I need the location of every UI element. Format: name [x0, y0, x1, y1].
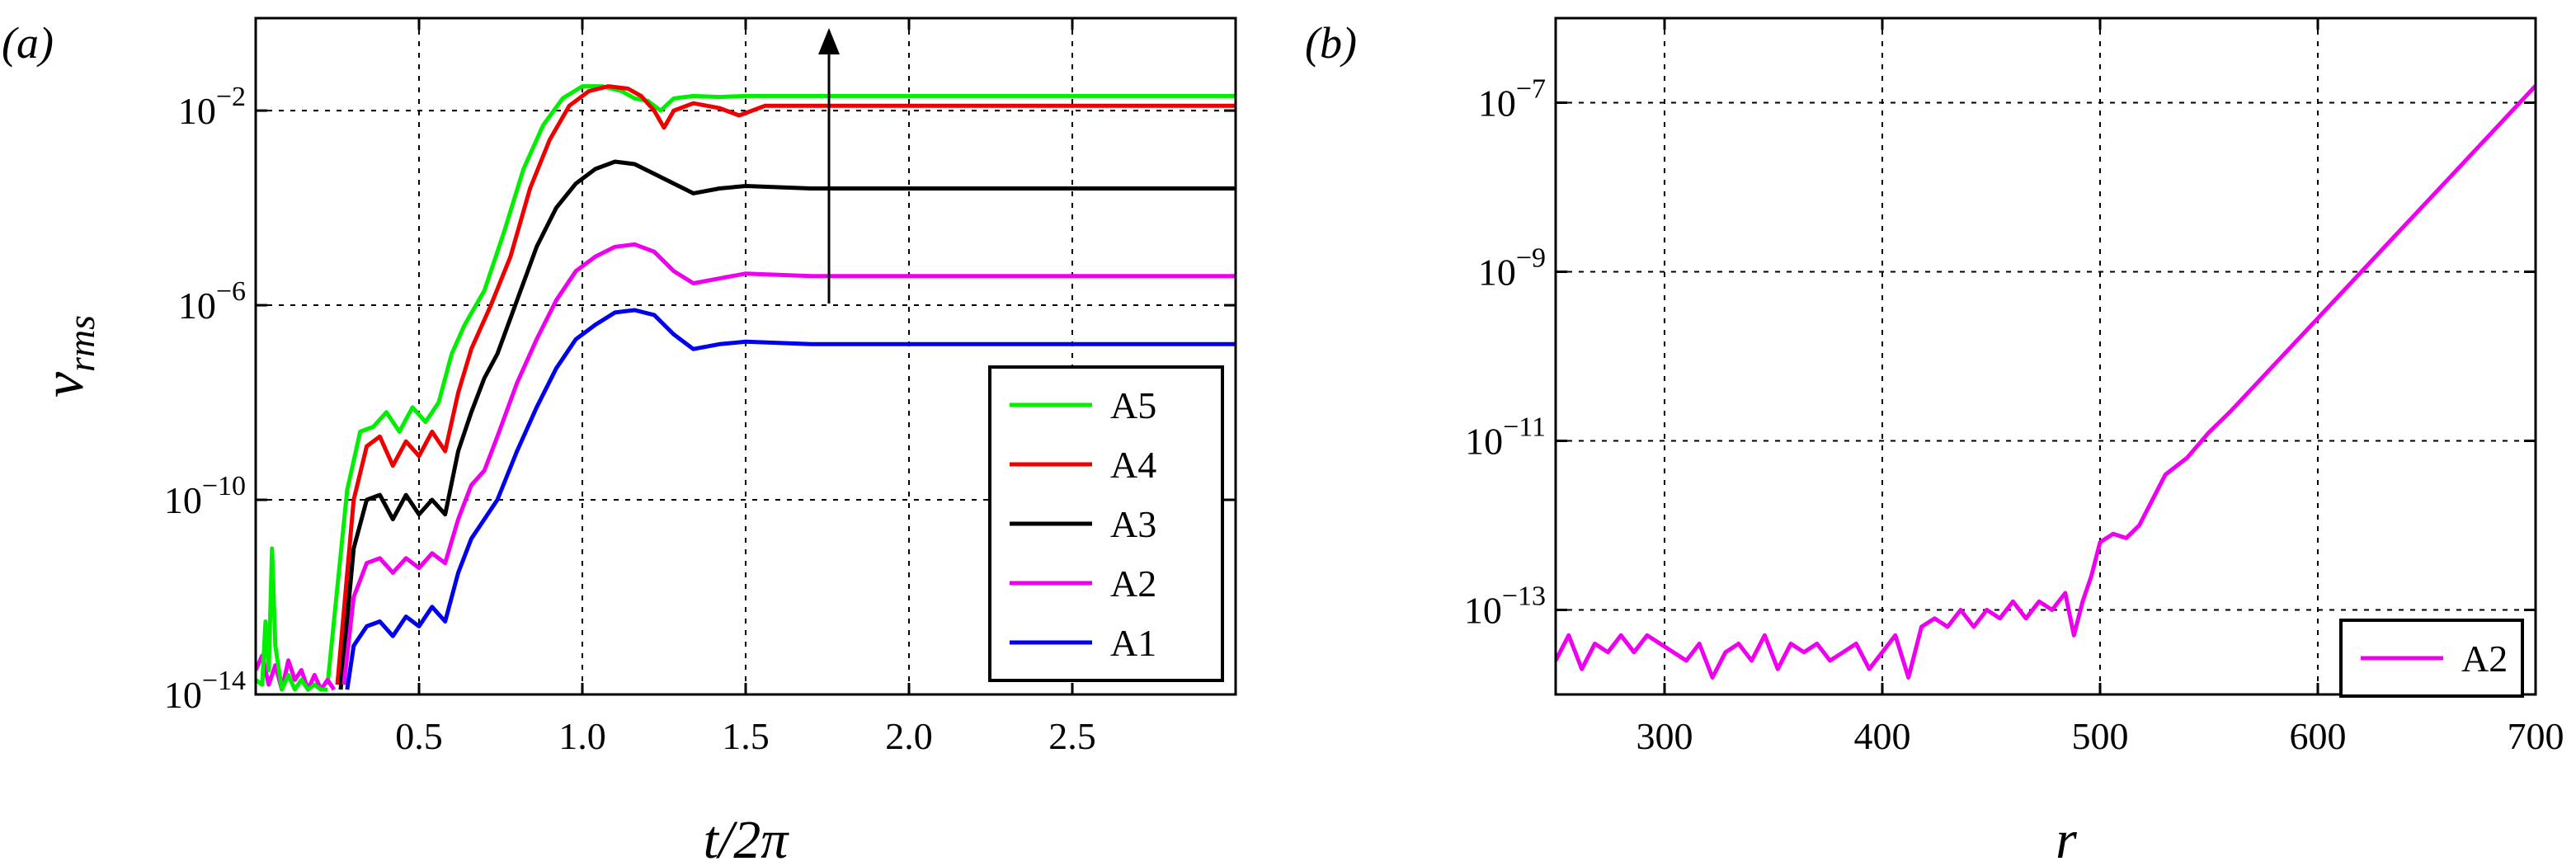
- b-legend-label-a2: A2: [2461, 638, 2508, 680]
- panel-b-legend: A2: [2339, 619, 2524, 698]
- a-xtick-label: 0.5: [395, 715, 443, 757]
- a-xtick-label: 1.5: [722, 715, 770, 757]
- a-legend-label-a5: A5: [1110, 384, 1156, 426]
- panel-b-frame: [1554, 16, 2537, 696]
- a-series-a4: [335, 84, 1236, 685]
- arrow-head-icon: [818, 28, 840, 54]
- a-series-a2: [341, 242, 1236, 685]
- b-ytick-label: 10−11: [1465, 412, 1546, 463]
- a-legend-label-a2: A2: [1110, 562, 1156, 605]
- a-series-a3: [338, 159, 1236, 690]
- panel-b-lines: [1556, 84, 2536, 680]
- panel-b-label: (b): [1305, 18, 1357, 68]
- a-xtick-label: 1.0: [558, 715, 606, 757]
- b-xtick-label: 400: [1854, 715, 1911, 757]
- panel-b-xlabel: r: [2056, 810, 2077, 866]
- b-xtick-label: 700: [2508, 715, 2564, 757]
- panel-b: (b) 300 400 500 600 700 10−13 10−11 10−9 10−7 A2…: [1305, 16, 2564, 866]
- a-series-transient-6: [256, 546, 328, 692]
- b-ytick-label: 10−7: [1478, 74, 1546, 125]
- panel-a-xlabel: t/2π: [704, 810, 790, 866]
- panel-a-ticks: 0.5 1.0 1.5 2.0 2.5 10−14 10−10 10−6 10−2: [164, 18, 1236, 757]
- a-ytick-label: 10−10: [164, 471, 246, 521]
- panel-a-ylabel: vrms: [32, 315, 102, 398]
- a-ytick-label: 10−14: [164, 666, 246, 716]
- b-xtick-label: 300: [1636, 715, 1693, 757]
- a-legend-label-a1: A1: [1110, 622, 1156, 664]
- svg-text:vrms: vrms: [32, 315, 102, 398]
- panel-a-lines: [256, 84, 1236, 692]
- b-xtick-label: 600: [2290, 715, 2347, 757]
- b-ytick-label: 10−9: [1478, 243, 1546, 294]
- b-ytick-label: 10−13: [1464, 581, 1546, 632]
- amplitude-arrow: [818, 28, 840, 304]
- a-legend-label-a4: A4: [1110, 444, 1156, 486]
- a-series-a5: [325, 84, 1236, 685]
- a-series-a1: [345, 308, 1236, 690]
- panel-b-ticks: 300 400 500 600 700 10−13 10−11 10−9 10−7: [1464, 18, 2564, 757]
- a-xtick-label: 2.5: [1048, 715, 1096, 757]
- a-legend-label-a3: A3: [1110, 503, 1156, 545]
- panel-a-label: (a): [2, 18, 54, 68]
- panel-a-legend: A5 A4 A3 A2 A1: [988, 365, 1224, 682]
- b-series-a2: [1556, 84, 2536, 680]
- a-ytick-label: 10−6: [178, 276, 246, 327]
- panel-b-grid: [1556, 18, 2536, 694]
- b-xtick-label: 500: [2072, 715, 2129, 757]
- a-ytick-label: 10−2: [178, 82, 246, 132]
- a-xtick-label: 2.0: [885, 715, 933, 757]
- panel-a: (a) 0.5 1.0 1.5 2.0 2.5 10−14 10−10 10−6 10−2 A5…: [2, 16, 1237, 866]
